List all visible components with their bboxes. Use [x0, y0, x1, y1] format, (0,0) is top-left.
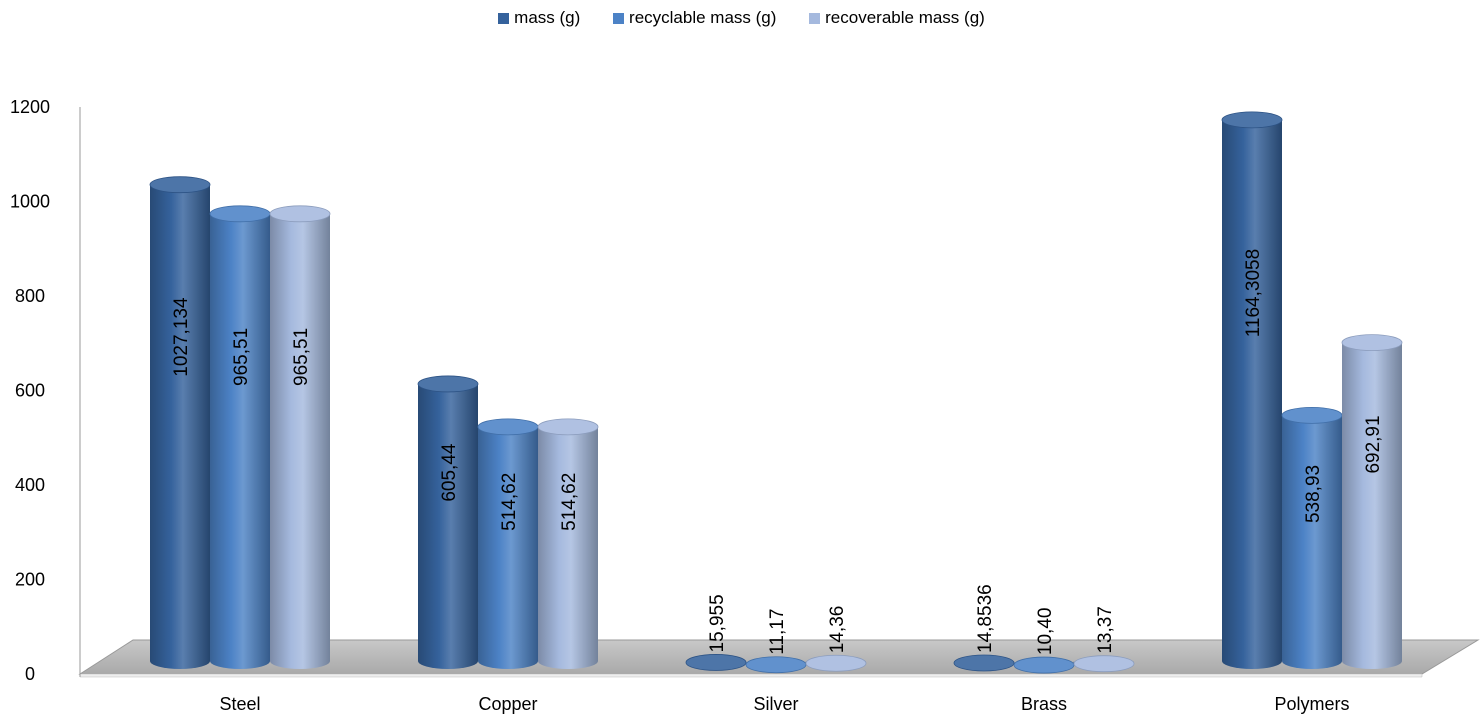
data-label-copper-recyclable-mass: 514,62	[499, 473, 520, 531]
legend-item-recoverable-mass: recoverable mass (g)	[809, 8, 985, 28]
data-label-copper-mass: 605,44	[439, 443, 460, 502]
data-label-brass-mass: 14,8536	[975, 584, 996, 653]
data-label-copper-recoverable-mass: 514,62	[559, 473, 580, 531]
bar-top	[685, 654, 747, 671]
bar-top	[1073, 655, 1135, 673]
y-axis: 0 200 400 600 800 1000 1200	[10, 97, 81, 684]
bar-top	[1221, 111, 1283, 129]
y-tick-label: 400	[15, 475, 45, 495]
bar-body	[538, 426, 598, 669]
bar-polymers-recyclable-mass	[1281, 406, 1343, 669]
bar-body	[1222, 119, 1282, 670]
bar-top	[537, 418, 599, 436]
bar-top	[209, 205, 271, 223]
bar-top	[1013, 656, 1075, 674]
data-label-brass-recoverable-mass: 13,37	[1095, 606, 1116, 654]
legend-label-recoverable-mass: recoverable mass (g)	[825, 8, 985, 27]
y-tick-label: 200	[15, 570, 45, 590]
bar-body	[210, 213, 270, 669]
bar-steel-mass	[149, 176, 211, 669]
bar-body	[270, 213, 330, 670]
chart-legend: mass (g) recyclable mass (g) recoverable…	[0, 8, 1483, 28]
data-label-steel-recoverable-mass: 965,51	[291, 328, 312, 386]
data-label-silver-mass: 15,955	[707, 594, 728, 652]
bar-steel-recyclable-mass	[209, 205, 271, 669]
bar-top	[953, 654, 1015, 672]
bar-copper-mass	[417, 375, 479, 669]
bar-polymers-mass	[1221, 111, 1283, 670]
bar-silver-mass	[685, 654, 747, 671]
bar-polymers-recoverable-mass	[1341, 334, 1403, 669]
data-label-polymers-recoverable-mass: 692,91	[1363, 415, 1384, 473]
bar-top	[745, 656, 807, 674]
bar-brass-recoverable-mass	[1073, 655, 1135, 673]
chart-floor-edge	[79, 673, 1423, 678]
legend-swatch-recyclable-mass	[613, 13, 625, 24]
legend-swatch-mass	[498, 13, 510, 24]
bar-silver-recyclable-mass	[745, 656, 807, 674]
legend-item-mass: mass (g)	[498, 8, 580, 28]
bar-top	[269, 205, 331, 223]
category-label-polymers: Polymers	[1274, 694, 1349, 714]
bar-silver-recoverable-mass	[805, 654, 867, 672]
bar-body	[478, 426, 538, 669]
data-label-steel-recyclable-mass: 965,51	[231, 328, 252, 386]
data-label-silver-recoverable-mass: 14,36	[827, 606, 848, 654]
bar-steel-recoverable-mass	[269, 205, 331, 670]
y-tick-label: 1000	[10, 192, 50, 212]
y-tick-label: 0	[25, 664, 35, 684]
y-tick-label: 1200	[10, 97, 50, 117]
bar-brass-mass	[953, 654, 1015, 672]
bar-copper-recoverable-mass	[537, 418, 599, 669]
category-label-copper: Copper	[478, 694, 537, 714]
data-label-brass-recyclable-mass: 10,40	[1035, 608, 1056, 656]
bar-body	[1342, 342, 1402, 669]
data-label-polymers-mass: 1164,3058	[1243, 249, 1264, 337]
data-label-silver-recyclable-mass: 11,17	[767, 609, 788, 655]
bar-body	[418, 383, 478, 669]
bar-top	[805, 654, 867, 672]
bar-top	[417, 375, 479, 393]
bar-body	[150, 184, 210, 669]
bar-top	[1281, 406, 1343, 424]
bar-top	[149, 176, 211, 194]
legend-label-mass: mass (g)	[514, 8, 581, 27]
bar-brass-recyclable-mass	[1013, 656, 1075, 674]
legend-item-recyclable-mass: recyclable mass (g)	[613, 8, 776, 28]
y-tick-label: 800	[15, 286, 45, 306]
category-label-brass: Brass	[1021, 694, 1067, 714]
y-tick-label: 600	[15, 381, 45, 401]
category-label-steel: Steel	[219, 694, 260, 714]
x-axis: Steel Copper Silver Brass Polymers	[219, 694, 1349, 714]
bar-copper-recyclable-mass	[477, 418, 539, 669]
bar-top	[477, 418, 539, 436]
data-labels: 1027,134 965,51 965,51 605,44 514,62 514,62 15…	[171, 249, 1384, 655]
legend-swatch-recoverable-mass	[809, 13, 821, 24]
data-label-steel-mass: 1027,134	[171, 297, 192, 377]
bar-body	[1282, 415, 1342, 669]
bar-top	[1341, 334, 1403, 352]
category-label-silver: Silver	[753, 694, 798, 714]
legend-label-recyclable-mass: recyclable mass (g)	[629, 8, 777, 27]
data-label-polymers-recyclable-mass: 538,93	[1303, 465, 1324, 523]
bars	[149, 111, 1403, 674]
